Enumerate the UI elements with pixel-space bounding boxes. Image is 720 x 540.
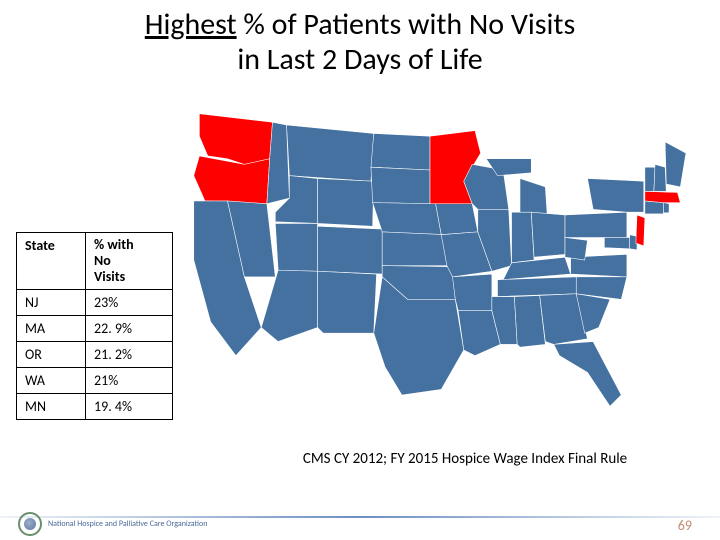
state-AZ: [261, 270, 317, 341]
state-RI: [663, 203, 669, 213]
state-KS: [382, 232, 447, 266]
state-MA: [645, 191, 680, 202]
state-NY: [588, 178, 644, 212]
state-SD: [371, 167, 430, 204]
cell-state: WA: [17, 368, 86, 394]
cell-pct: 19. 4%: [86, 394, 173, 420]
page-number: 69: [678, 517, 692, 534]
state-NM: [318, 271, 377, 333]
state-CO: [318, 226, 383, 274]
table-row: MN 19. 4%: [17, 394, 173, 420]
cell-pct: 21%: [86, 368, 173, 394]
state-OH: [531, 212, 565, 257]
table-row: MA 22. 9%: [17, 316, 173, 342]
title-line-2: in Last 2 Days of Life: [237, 41, 482, 78]
cell-state: MN: [17, 394, 86, 420]
state-TN: [498, 277, 577, 297]
state-OR: [194, 156, 270, 204]
col-header-pct: % with No Visits: [86, 233, 173, 290]
state-WV: [565, 238, 588, 261]
table-row: NJ 23%: [17, 290, 173, 316]
state-FL: [554, 342, 622, 407]
state-MT: [287, 125, 374, 181]
cell-state: MA: [17, 316, 86, 342]
cell-pct: 23%: [86, 290, 173, 316]
cell-pct: 22. 9%: [86, 316, 173, 342]
cell-pct: 21. 2%: [86, 342, 173, 368]
table-row: OR 21. 2%: [17, 342, 173, 368]
state-NE: [373, 203, 442, 235]
state-AR: [453, 274, 492, 311]
logo-icon: [18, 512, 42, 536]
state-VT: [645, 167, 655, 191]
state-NJ: [636, 215, 645, 246]
state-NH: [654, 164, 666, 191]
state-MD: [604, 238, 629, 249]
state-WA: [199, 114, 272, 165]
state-UT: [275, 223, 317, 271]
source-citation: CMS CY 2012; FY 2015 Hospice Wage Index …: [230, 450, 700, 468]
data-table: State % with No Visits NJ 23% MA 22. 9% …: [16, 232, 173, 420]
state-IN: [512, 212, 535, 263]
logo-text: National Hospice and Palliative Care Org…: [48, 520, 207, 529]
table-row: WA 21%: [17, 368, 173, 394]
cell-state: NJ: [17, 290, 86, 316]
state-WY: [318, 178, 374, 226]
state-CT: [645, 201, 664, 214]
us-map: [160, 85, 700, 435]
footer-logo: National Hospice and Palliative Care Org…: [18, 512, 207, 536]
state-PA: [565, 212, 627, 237]
title-underlined-word: Highest: [145, 6, 237, 43]
col-header-state: State: [17, 233, 86, 290]
state-ME: [665, 142, 686, 187]
cell-state: OR: [17, 342, 86, 368]
state-group: [194, 114, 686, 407]
title-rest-1: % of Patients with No Visits: [237, 6, 576, 43]
slide-title: Highest % of Patients with No Visits in …: [0, 8, 720, 77]
table-header-row: State % with No Visits: [17, 233, 173, 290]
state-ND: [371, 133, 430, 170]
